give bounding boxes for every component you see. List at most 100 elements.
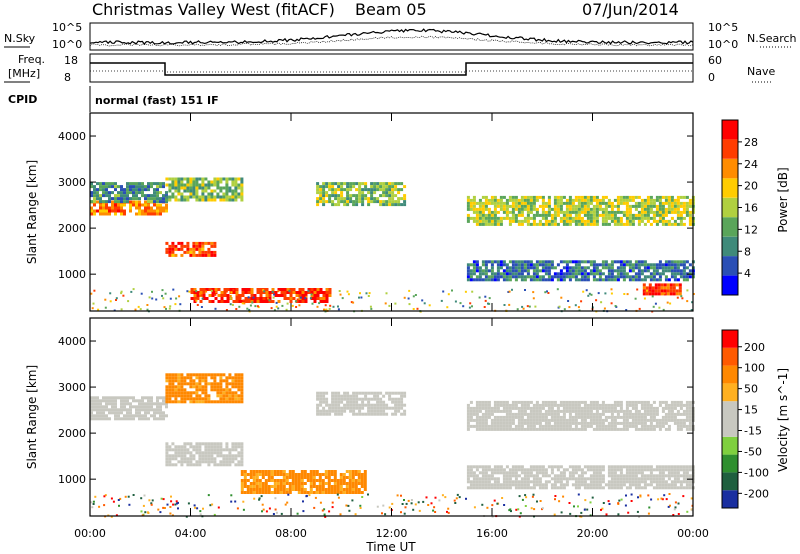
velocity-cell — [478, 418, 482, 422]
velocity-cell — [514, 471, 518, 475]
power-cell — [337, 188, 341, 192]
power-cell — [481, 263, 485, 267]
velocity-cell — [249, 473, 253, 476]
power-cell — [391, 191, 395, 195]
power-cell — [156, 203, 159, 207]
velocity-cell — [186, 463, 190, 467]
power-cell — [544, 213, 548, 217]
power-cell — [502, 195, 506, 199]
velocity-cell — [318, 488, 322, 491]
velocity-cell — [225, 400, 229, 404]
power-cell — [126, 200, 129, 204]
power-cell — [382, 200, 386, 204]
power-cell — [180, 177, 184, 181]
velocity-cell — [484, 409, 488, 413]
velocity-cell — [598, 474, 602, 478]
velocity-cell — [601, 403, 605, 407]
power-cell — [207, 180, 211, 184]
velocity-cell — [487, 409, 491, 413]
velocity-cell — [177, 373, 181, 377]
velocity-cell — [186, 376, 190, 380]
power-cell — [601, 260, 605, 264]
power-cell — [625, 219, 629, 223]
power-cell — [475, 219, 479, 223]
power-cell — [628, 219, 632, 223]
power-cell — [196, 297, 200, 300]
power-cell — [550, 222, 554, 226]
velocity-cell — [93, 402, 96, 406]
velocity-cell — [177, 391, 181, 395]
power-cell — [253, 297, 257, 300]
power-cell — [583, 219, 587, 223]
power-noise-cell — [416, 307, 419, 310]
velocity-cell — [517, 418, 521, 422]
velocity-cell — [484, 406, 488, 410]
power-cell — [117, 200, 120, 204]
velocity-cell — [195, 400, 199, 404]
velocity-cell — [316, 397, 320, 401]
velocity-noise-cell — [446, 510, 448, 513]
velocity-cell — [339, 491, 343, 494]
power-cell — [208, 294, 212, 297]
velocity-cell — [562, 471, 566, 475]
power-cell — [307, 291, 311, 294]
colorbar-swatch — [722, 401, 738, 419]
power-cell — [355, 194, 359, 198]
power-cell — [640, 210, 644, 214]
velocity-cell — [210, 400, 214, 404]
power-cell — [244, 291, 248, 294]
power-noise-cell — [484, 299, 487, 302]
power-cell — [481, 269, 485, 273]
velocity-cell — [493, 415, 497, 419]
velocity-cell — [484, 474, 488, 478]
power-cell — [153, 194, 156, 198]
velocity-cell — [297, 491, 301, 494]
power-cell — [96, 188, 99, 192]
velocity-cell — [526, 424, 530, 428]
velocity-cell — [180, 460, 184, 464]
power-cell — [637, 204, 641, 208]
velocity-noise-cell — [541, 507, 544, 510]
velocity-noise-cell — [530, 507, 533, 510]
power-cell — [577, 195, 581, 199]
velocity-cell — [291, 485, 295, 488]
power-cell — [361, 191, 365, 195]
velocity-cell — [156, 408, 159, 412]
velocity-cell — [204, 460, 208, 464]
velocity-cell — [664, 465, 668, 469]
power-cell — [619, 269, 623, 273]
power-cell — [505, 216, 509, 220]
power-cell — [472, 216, 476, 220]
power-cell — [577, 263, 581, 267]
power-cell — [177, 192, 181, 196]
velocity-cell — [189, 451, 193, 455]
velocity-cell — [358, 391, 362, 395]
velocity-noise-cell — [668, 493, 671, 495]
velocity-cell — [625, 427, 629, 431]
velocity-cell — [165, 376, 169, 380]
velocity-cell — [601, 468, 605, 472]
velocity-cell — [538, 483, 542, 487]
velocity-cell — [219, 385, 223, 389]
velocity-cell — [273, 473, 277, 476]
velocity-cell — [174, 373, 178, 377]
velocity-cell — [586, 465, 590, 469]
velocity-cell — [514, 474, 518, 478]
power-cell — [277, 288, 281, 291]
velocity-cell — [604, 415, 608, 419]
velocity-noise-cell — [519, 512, 522, 515]
power-cell — [150, 209, 153, 213]
velocity-cell — [562, 415, 566, 419]
velocity-noise-cell — [427, 504, 430, 506]
power-cell — [658, 213, 662, 217]
velocity-noise-cell — [103, 504, 106, 507]
power-cell — [129, 182, 132, 186]
velocity-cell — [604, 403, 608, 407]
velocity-cell — [309, 479, 313, 482]
power-cell — [346, 197, 350, 201]
velocity-cell — [652, 406, 656, 410]
power-cell — [538, 275, 542, 279]
velocity-cell — [379, 409, 383, 413]
velocity-cell — [586, 483, 590, 487]
power-cell — [619, 198, 623, 202]
